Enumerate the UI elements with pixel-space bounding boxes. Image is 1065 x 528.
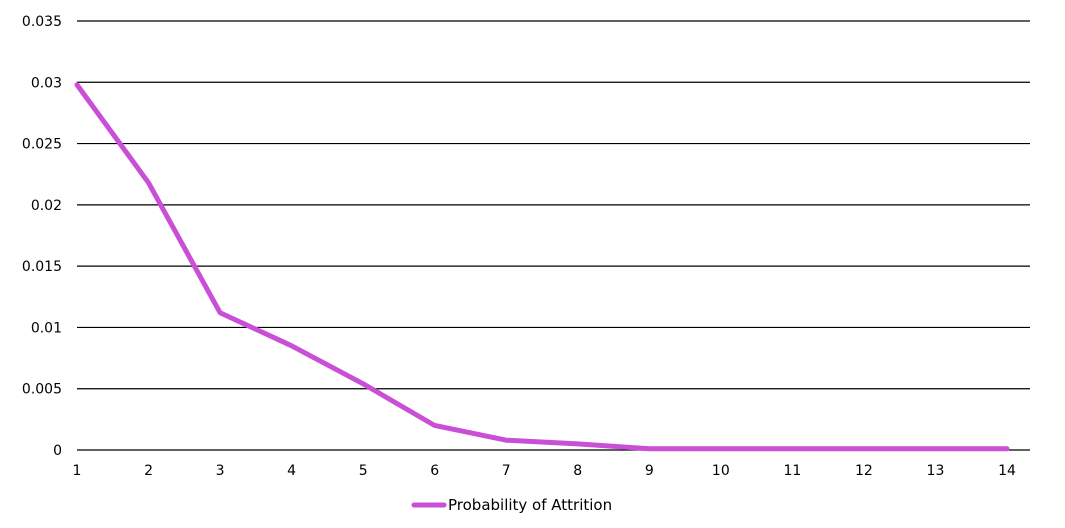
y-tick-label: 0 xyxy=(53,443,62,459)
x-tick-label: 13 xyxy=(927,463,945,479)
x-tick-label: 1 xyxy=(73,463,82,479)
x-tick-label: 3 xyxy=(216,463,225,479)
x-tick-label: 7 xyxy=(502,463,511,479)
x-tick-label: 2 xyxy=(144,463,153,479)
x-tick-label: 9 xyxy=(645,463,654,479)
legend-label: Probability of Attrition xyxy=(448,496,612,514)
gridlines xyxy=(77,21,1030,450)
x-tick-label: 5 xyxy=(359,463,368,479)
x-tick-label: 10 xyxy=(712,463,730,479)
series-lines xyxy=(77,85,1007,449)
y-axis-tick-labels: 0 0.005 0.01 0.015 0.02 0.025 0.03 0.035 xyxy=(22,14,62,459)
y-tick-label: 0.02 xyxy=(31,198,62,214)
x-tick-label: 8 xyxy=(573,463,582,479)
x-tick-label: 4 xyxy=(287,463,296,479)
x-tick-label: 14 xyxy=(998,463,1016,479)
y-tick-label: 0.03 xyxy=(31,75,62,91)
x-tick-label: 6 xyxy=(430,463,439,479)
series-line xyxy=(77,85,1007,449)
y-tick-label: 0.01 xyxy=(31,320,62,336)
x-tick-label: 11 xyxy=(783,463,801,479)
y-tick-label: 0.015 xyxy=(22,259,62,275)
y-tick-label: 0.005 xyxy=(22,382,62,398)
x-tick-label: 12 xyxy=(855,463,873,479)
y-tick-label: 0.025 xyxy=(22,137,62,153)
legend: Probability of Attrition xyxy=(414,496,612,514)
y-tick-label: 0.035 xyxy=(22,14,62,30)
